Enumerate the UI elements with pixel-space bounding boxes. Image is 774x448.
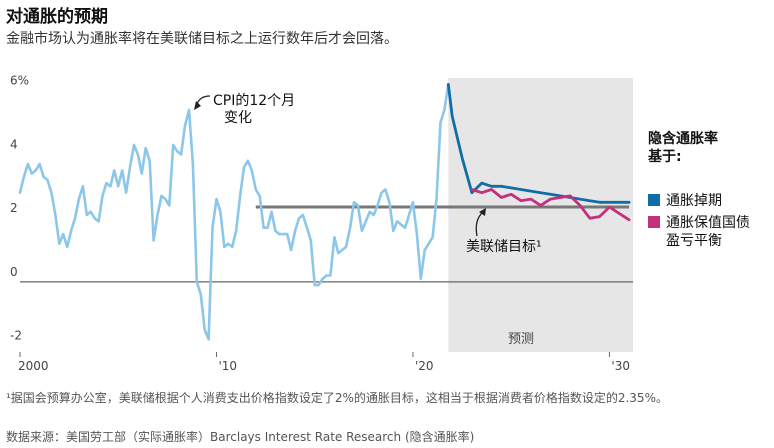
cpi-line: [18, 83, 450, 341]
cpi-annotation-arrow: [196, 95, 211, 105]
legend-swatch-swap: [648, 194, 660, 206]
legend-label-tips-line1: 通胀保值国债: [666, 215, 750, 231]
cpi-annotation-arrowhead: [194, 101, 201, 110]
footnote: ¹据国会预算办公室，美联储根据个人消费支出价格指数设定了2%的通胀目标，这相当于…: [6, 391, 668, 405]
y-tick-label: 4: [10, 137, 18, 151]
tips-breakeven-line: [470, 188, 631, 222]
legend-swatch-tips: [648, 216, 660, 228]
y-tick-label: 0: [10, 265, 18, 279]
target-annotation-label: 美联储目标¹: [466, 239, 542, 255]
y-tick-label: -2: [10, 329, 22, 343]
cpi-annotation-line2: 变化: [224, 110, 252, 126]
legend-title-line2: 基于:: [648, 148, 682, 165]
target-annotation-arrowhead: [479, 208, 486, 216]
x-tick-label: '10: [218, 359, 237, 373]
chart-subtitle: 金融市场认为通胀率将在美联储目标之上运行数年后才会回落。: [6, 31, 398, 47]
legend-title-line1: 隐含通胀率: [648, 130, 718, 147]
cpi-annotation-line1: CPI的12个月: [213, 93, 295, 109]
y-tick-label: 2: [10, 201, 18, 215]
chart-title: 对通胀的预期: [6, 7, 108, 27]
x-tick-label: 2000: [18, 359, 49, 373]
forecast-label: 预测: [508, 332, 534, 347]
legend-label-tips-line2: 盈亏平衡: [666, 233, 722, 249]
source-note: 数据来源：美国劳工部（实际通胀率）Barclays Interest Rate …: [6, 430, 475, 444]
forecast-region: [448, 78, 633, 352]
legend-label-swap: 通胀掉期: [666, 193, 722, 209]
x-tick-label: '20: [415, 359, 434, 373]
y-tick-label: 6%: [10, 74, 29, 88]
x-tick-label: '30: [611, 359, 630, 373]
